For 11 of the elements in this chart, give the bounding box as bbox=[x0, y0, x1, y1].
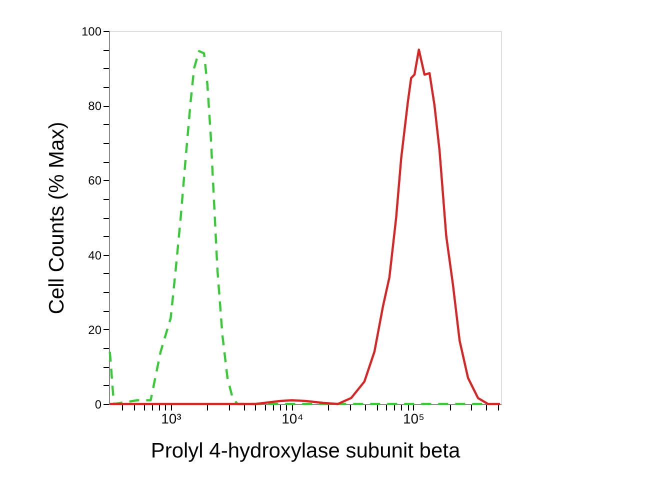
x-tick-label: 10³ bbox=[161, 410, 182, 426]
y-tick-label: 60 bbox=[88, 174, 102, 188]
y-axis-title: Cell Counts (% Max) bbox=[45, 122, 68, 314]
x-tick-label: 10⁴ bbox=[282, 410, 304, 426]
x-tick-label: 10⁵ bbox=[402, 410, 424, 426]
y-tick-label: 100 bbox=[81, 24, 102, 38]
x-axis-title: Prolyl 4-hydroxylase subunit beta bbox=[150, 440, 460, 462]
y-tick-label: 20 bbox=[88, 322, 102, 337]
y-tick-label: 0 bbox=[94, 398, 102, 412]
y-tick-label: 40 bbox=[88, 248, 102, 262]
y-tick-label: 80 bbox=[88, 99, 102, 114]
